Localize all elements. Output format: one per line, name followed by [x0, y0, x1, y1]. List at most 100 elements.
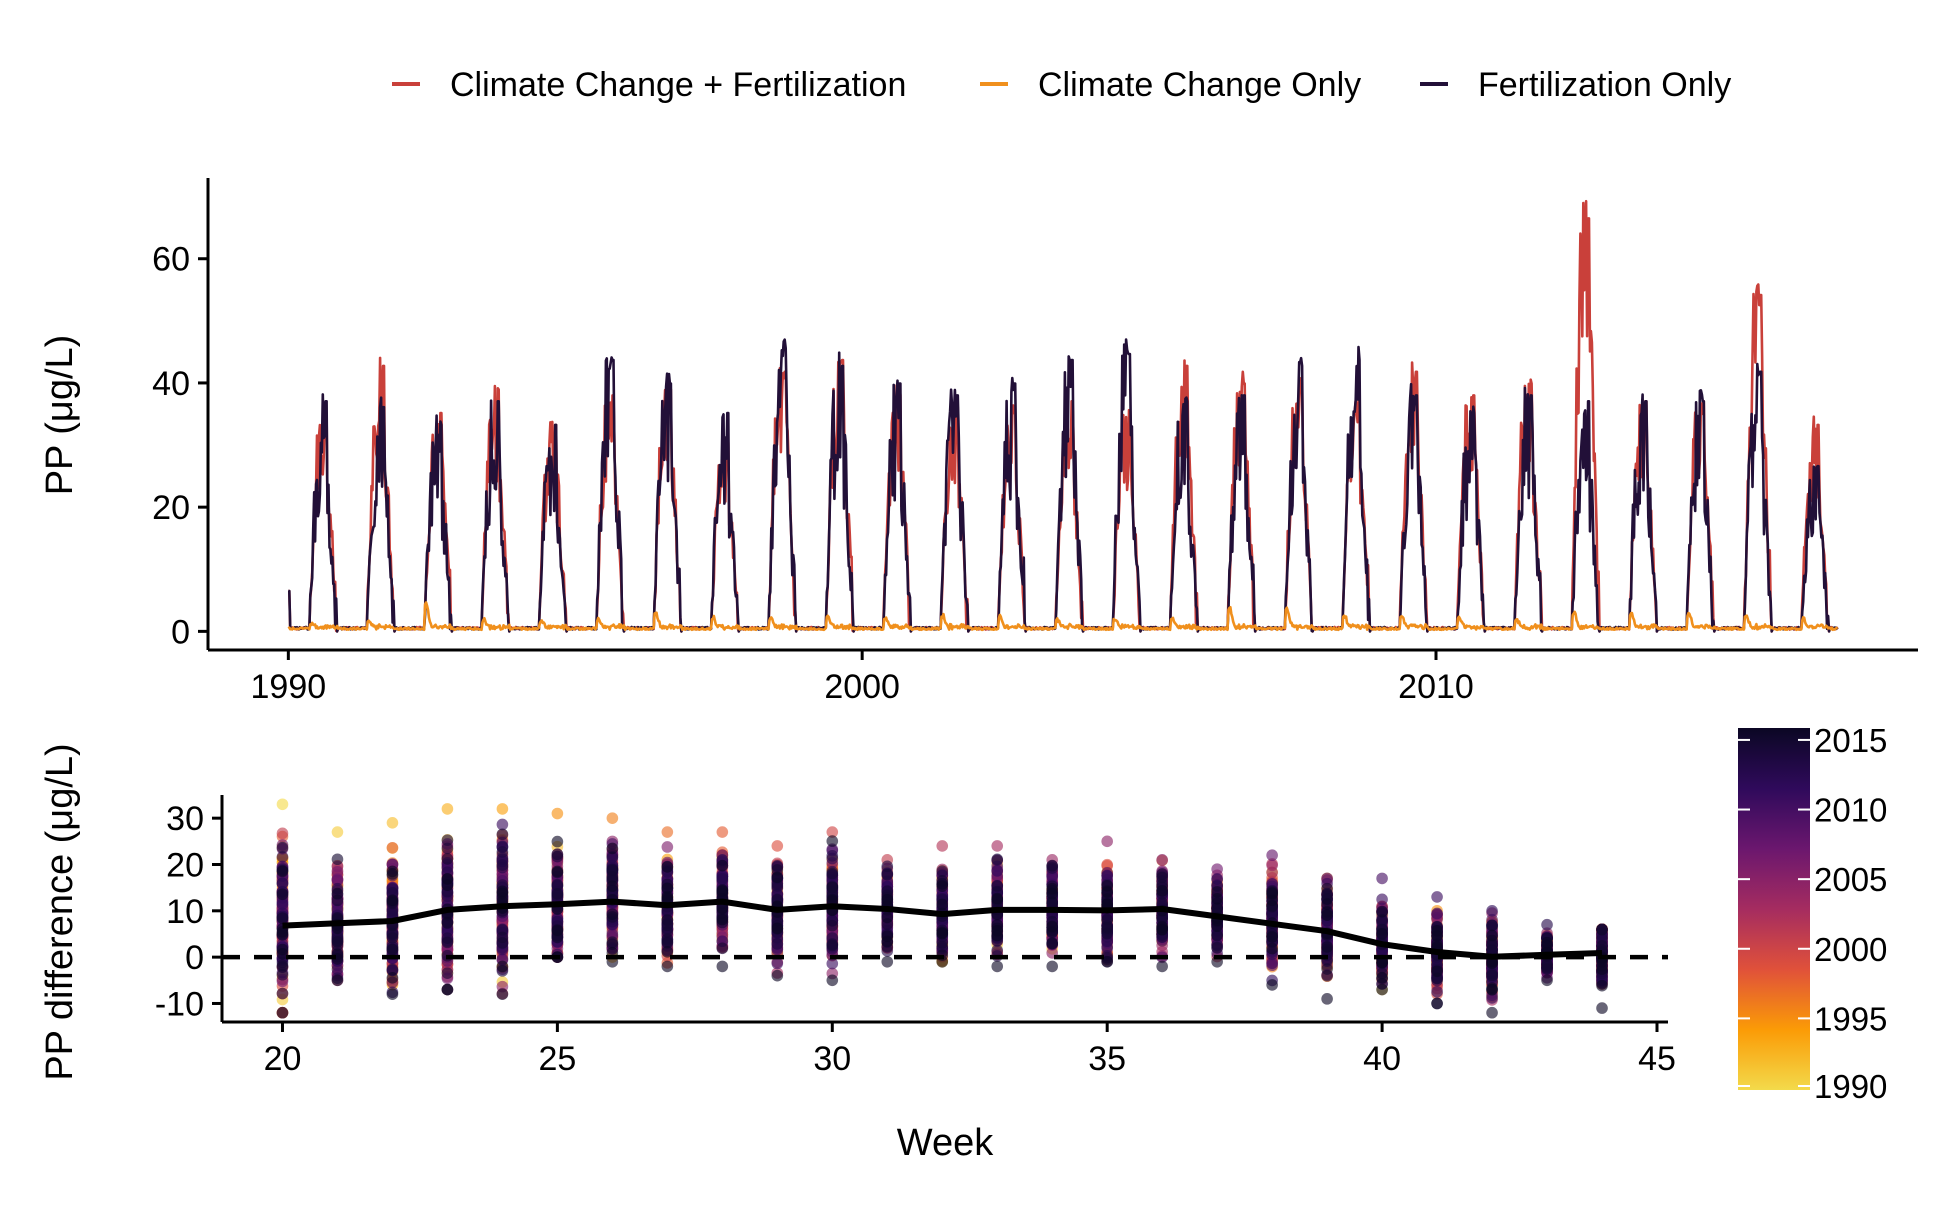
top-x-tick-label: 2010 [1398, 668, 1474, 706]
scatter-point [716, 826, 729, 838]
bottom-y-tick-label: 0 [185, 939, 204, 977]
scatter-point [1101, 898, 1113, 911]
scatter-point [936, 927, 949, 940]
scatter-point [661, 919, 674, 932]
scatter-point [936, 898, 949, 911]
scatter-point [606, 851, 619, 864]
scatter-point [1156, 921, 1168, 933]
bottom-y-tick-label: -10 [155, 985, 204, 1023]
scatter-point [496, 960, 509, 973]
legend: Climate Change + Fertilization Climate Ch… [392, 66, 1731, 104]
scatter-point [1211, 941, 1223, 954]
bottom-chart: -10 0 10 20 30 20 25 30 35 40 45 PP difference (μg… [39, 743, 1676, 1164]
scatter-point [331, 963, 344, 976]
scatter-point [496, 988, 509, 1001]
scatter-point [496, 846, 509, 858]
scatter-point [881, 911, 894, 924]
scatter-point [386, 865, 399, 878]
scatter-point [386, 963, 399, 976]
scatter-point [1596, 979, 1608, 992]
scatter-point [771, 969, 784, 982]
scatter-point [991, 840, 1004, 852]
scatter-point [441, 967, 454, 980]
scatter-point [1376, 893, 1388, 906]
scatter-point [991, 853, 1004, 866]
colorbar-tick-label: 2005 [1814, 861, 1887, 898]
scatter-point [716, 960, 729, 973]
scatter-point [441, 853, 454, 865]
scatter-point [771, 871, 784, 884]
scatter-point [881, 930, 894, 942]
scatter-point [1156, 960, 1168, 973]
scatter-point [1101, 927, 1113, 940]
scatter-point [1431, 930, 1443, 942]
scatter-point [276, 959, 289, 972]
scatter-point [881, 860, 894, 873]
scatter-point [661, 826, 674, 838]
scatter-point [1101, 913, 1113, 926]
scatter-point [386, 841, 399, 854]
scatter-point [496, 828, 509, 841]
scatter-point [1431, 985, 1443, 998]
scatter-point [1486, 1006, 1498, 1019]
scatter-point [331, 939, 344, 952]
colorbar-tick-label: 2015 [1814, 722, 1887, 759]
scatter-point [661, 861, 674, 873]
scatter-point [991, 944, 1004, 957]
colorbar-gradient [1738, 728, 1810, 1090]
scatter-point [1596, 1002, 1608, 1014]
scatter-point [441, 983, 454, 996]
scatter-point [771, 840, 784, 852]
colorbar-tick-label: 2010 [1814, 792, 1887, 829]
scatter-point [826, 881, 839, 894]
scatter-point [661, 946, 674, 958]
scatter-point [1541, 939, 1553, 952]
scatter-point [551, 924, 564, 937]
bottom-x-tick-label: 35 [1088, 1040, 1126, 1078]
scatter-point [1101, 870, 1113, 882]
scatter-point [331, 826, 344, 838]
scatter-point [386, 816, 399, 829]
scatter-point [441, 842, 454, 855]
scatter-point [1046, 920, 1059, 933]
bottom-x-axis-label: Week [897, 1122, 994, 1164]
scatter-point [826, 835, 839, 847]
scatter-point [1596, 923, 1608, 936]
scatter-point [1376, 872, 1388, 885]
scatter-point [826, 919, 839, 932]
scatter-point [386, 906, 399, 919]
scatter-point [991, 892, 1004, 905]
scatter-point [331, 874, 344, 887]
scatter-point [991, 865, 1004, 877]
scatter-point [716, 885, 729, 897]
scatter-point [331, 853, 344, 866]
scatter-point [771, 938, 784, 950]
scatter-point [716, 873, 729, 885]
scatter-point [936, 865, 949, 878]
scatter-point [771, 914, 784, 927]
top-x-tick-label: 1990 [251, 668, 327, 706]
scatter-point [1376, 956, 1388, 969]
scatter-point [1156, 885, 1168, 897]
scatter-point [331, 887, 344, 900]
bottom-y-tick-label: 30 [166, 800, 204, 838]
scatter-point [1211, 929, 1223, 942]
bottom-x-tick-label: 20 [264, 1040, 302, 1078]
top-y-tick-label: 0 [171, 613, 190, 651]
scatter-point [1266, 979, 1278, 991]
bottom-x-tick-label: 25 [538, 1040, 576, 1078]
scatter-point [1486, 929, 1498, 942]
scatter-point [826, 974, 839, 987]
scatter-point [936, 937, 949, 949]
scatter-point [1101, 835, 1113, 848]
scatter-point [1486, 983, 1498, 996]
scatter-point [551, 865, 564, 878]
scatter-point [606, 938, 619, 950]
scatter-point [1321, 993, 1333, 1005]
scatter-point [1266, 957, 1278, 969]
colorbar-tick-label: 2000 [1814, 931, 1887, 968]
scatter-point [1101, 955, 1113, 968]
scatter-point [1266, 887, 1278, 899]
